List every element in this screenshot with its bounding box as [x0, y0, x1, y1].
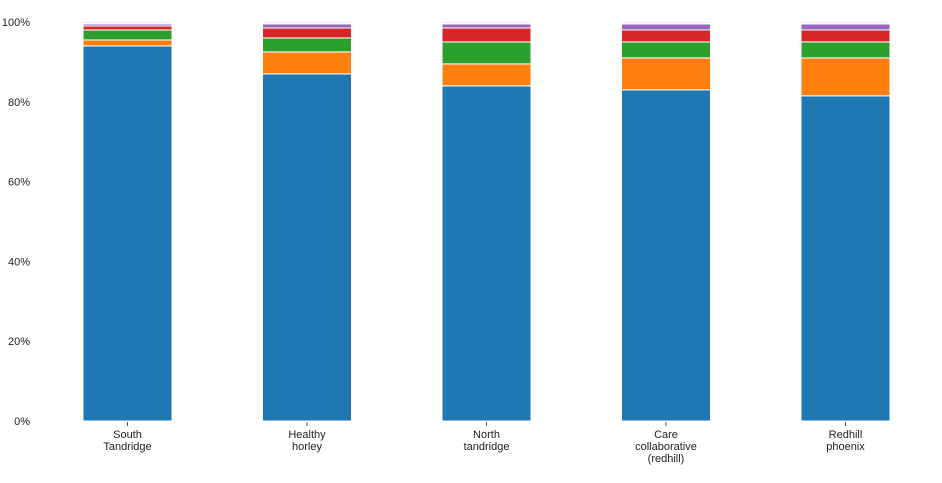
x-tick-label: South Tandridge	[103, 429, 151, 453]
bar-segment	[621, 21, 711, 24]
x-tick-label: Redhill phoenix	[826, 429, 865, 453]
bar-segment	[441, 27, 532, 43]
bar-segment	[800, 23, 891, 31]
y-tick-label: 80%	[8, 97, 30, 109]
bar-segment	[800, 57, 891, 97]
bar-segment	[262, 51, 352, 75]
bar-segment	[82, 21, 173, 24]
bar-segment	[800, 41, 891, 59]
bar-segment	[621, 41, 711, 59]
y-axis: 0% 20% 40% 60% 80% 100%	[2, 17, 30, 428]
bar-segment	[82, 29, 173, 41]
bar-segment	[82, 39, 173, 47]
y-tick-label: 20%	[8, 336, 30, 348]
bar-segment	[441, 21, 532, 24]
x-tick-label: Healthy horley	[288, 429, 326, 453]
bar-segment	[262, 37, 352, 53]
bar-segment	[621, 89, 711, 422]
bar-segment	[441, 85, 532, 422]
y-tick-label: 0%	[14, 416, 30, 428]
bar-segment	[800, 29, 891, 43]
x-tick-label: North tandridge	[464, 429, 510, 453]
bar-segment	[82, 45, 173, 422]
bar-segment	[621, 29, 711, 43]
bar-segment	[262, 73, 352, 422]
bar-segment	[262, 21, 352, 24]
bar-segment	[441, 41, 532, 65]
x-tick-label: Care collaborative (redhill)	[635, 429, 697, 465]
bar-segment	[441, 23, 532, 29]
bar-segment	[441, 63, 532, 87]
bars	[82, 21, 891, 422]
bar-segment	[82, 25, 173, 31]
y-tick-label: 100%	[2, 17, 30, 29]
bar-segment	[262, 27, 352, 39]
bar-segment	[800, 95, 891, 422]
y-tick-label: 60%	[8, 177, 30, 189]
bar-segment	[621, 23, 711, 31]
bar-segment	[262, 23, 352, 29]
y-tick-label: 40%	[8, 256, 30, 268]
bar-segment	[800, 21, 891, 24]
bar-segment	[621, 57, 711, 91]
